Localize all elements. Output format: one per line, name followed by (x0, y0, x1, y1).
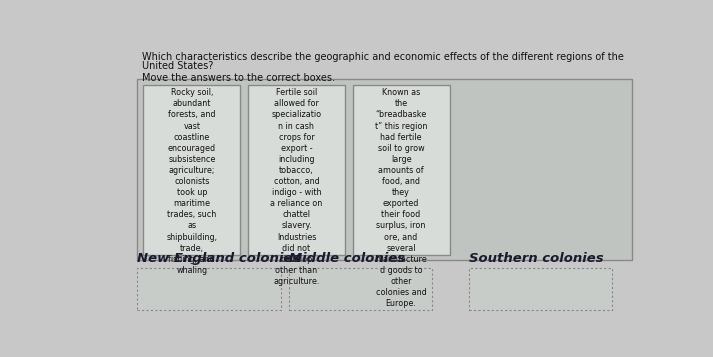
FancyBboxPatch shape (143, 85, 240, 255)
FancyBboxPatch shape (137, 79, 632, 260)
Text: United States?: United States? (142, 61, 213, 71)
Text: Known as
the
“breadbaske
t” this region
had fertile
soil to grow
large
amounts o: Known as the “breadbaske t” this region … (375, 88, 427, 308)
Text: Move the answers to the correct boxes.: Move the answers to the correct boxes. (142, 73, 335, 83)
Text: Middle colonies: Middle colonies (289, 252, 405, 265)
FancyBboxPatch shape (469, 268, 612, 310)
Text: Rocky soil,
abundant
forests, and
vast
coastline
encouraged
subsistence
agricult: Rocky soil, abundant forests, and vast c… (166, 88, 217, 275)
Text: Southern colonies: Southern colonies (469, 252, 603, 265)
FancyBboxPatch shape (289, 268, 433, 310)
Text: Which characteristics describe the geographic and economic effects of the differ: Which characteristics describe the geogr… (142, 52, 624, 62)
Text: Fertile soil
allowed for
specializatio
n in cash
crops for
export -
including
to: Fertile soil allowed for specializatio n… (270, 88, 322, 286)
FancyBboxPatch shape (248, 85, 345, 255)
FancyBboxPatch shape (137, 268, 280, 310)
Text: New England colonies: New England colonies (137, 252, 300, 265)
FancyBboxPatch shape (353, 85, 449, 255)
